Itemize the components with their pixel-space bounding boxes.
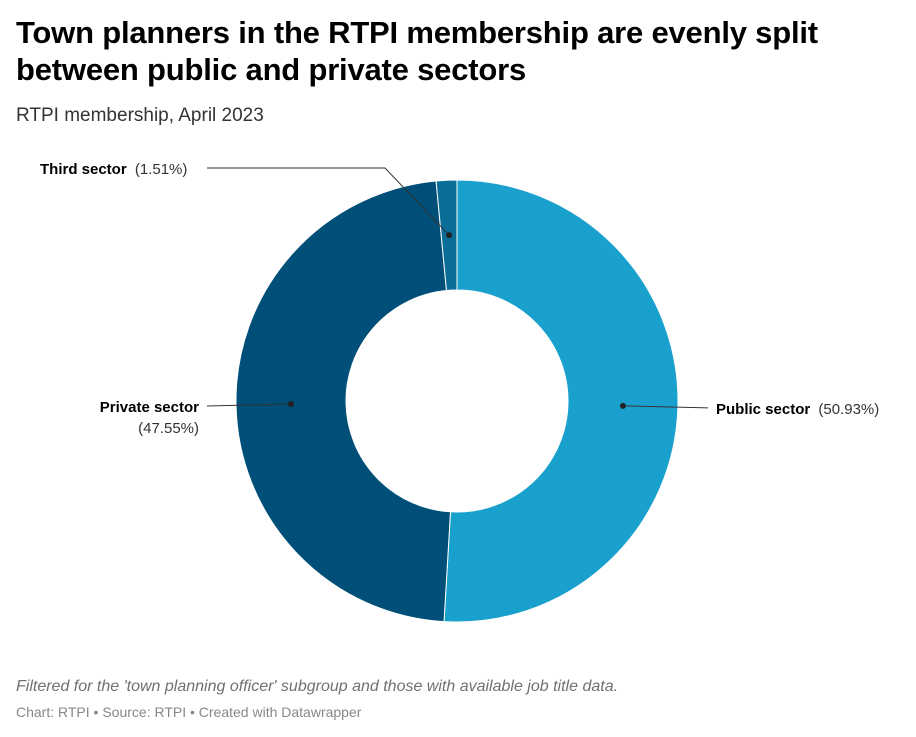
leader-third-sector (207, 167, 450, 236)
label-leaders (206, 167, 709, 409)
leader-private-sector-dot (288, 400, 295, 407)
leader-public-sector-dot (619, 402, 626, 409)
chart-title: Town planners in the RTPI membership are… (16, 15, 818, 87)
label-third-sector: Third sector (1.51%) (40, 161, 187, 178)
label-private-sector-name: Private sector (100, 399, 199, 416)
leader-third-sector-dot (446, 232, 453, 239)
chart-subtitle: RTPI membership, April 2023 (16, 105, 264, 126)
label-public-sector: Public sector (50.93%) (716, 401, 879, 418)
label-public-sector-value: (50.93%) (818, 401, 879, 418)
donut-slices (235, 179, 679, 623)
slice-public-sector (443, 179, 679, 623)
label-private-sector-value: (47.55%) (138, 420, 199, 437)
leader-public-sector (622, 405, 709, 409)
credits: Chart: RTPI • Source: RTPI • Created wit… (16, 704, 362, 720)
slice-private-sector (235, 180, 452, 623)
label-public-sector-name: Public sector (716, 401, 810, 418)
label-third-sector-name: Third sector (40, 161, 127, 178)
footnote: Filtered for the 'town planning officer'… (16, 678, 619, 695)
label-third-sector-value: (1.51%) (135, 161, 188, 178)
leader-private-sector (206, 403, 292, 407)
